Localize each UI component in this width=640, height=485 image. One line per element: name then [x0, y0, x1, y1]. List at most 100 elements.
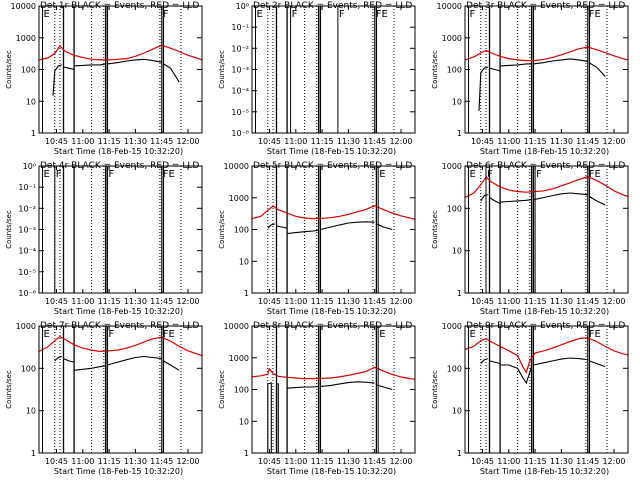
y-tick-label: 10 — [452, 97, 462, 106]
flag-label: F — [292, 9, 298, 20]
x-axis-label: Start Time (18-Feb-15 10:32:20) — [54, 147, 183, 156]
x-tick-label: 12:00 — [389, 457, 412, 466]
x-tick-label: 12:00 — [176, 297, 199, 306]
x-tick-label: 11:00 — [497, 137, 520, 146]
y-tick-label: 1000 — [442, 162, 462, 171]
x-axis-label: Start Time (18-Feb-15 10:32:20) — [54, 307, 183, 316]
y-tick-label: 10⁻⁴ — [231, 87, 249, 96]
x-tick-label: 10:45 — [45, 297, 68, 306]
y-tick-label: 100 — [234, 386, 249, 395]
flag-label: E — [470, 169, 476, 180]
x-tick-label: 11:15 — [311, 137, 334, 146]
events-series-line — [267, 382, 272, 453]
x-tick-label: 11:45 — [363, 297, 386, 306]
x-tick-label: 11:30 — [337, 137, 360, 146]
events-series-line — [163, 360, 180, 371]
y-tick-label: 10000 — [11, 2, 36, 11]
y-tick-label: 10⁻³ — [231, 66, 249, 75]
y-tick-label: 1000 — [442, 34, 462, 43]
x-tick-label: 11:30 — [337, 457, 360, 466]
x-tick-label: 11:00 — [284, 297, 307, 306]
events-series-line — [275, 383, 279, 453]
y-tick-label: 10⁻⁶ — [18, 289, 36, 298]
y-tick-label: 10 — [26, 97, 36, 106]
y-tick-label: 10⁻¹ — [18, 183, 36, 192]
y-tick-label: 1 — [31, 449, 36, 458]
lld-series-line — [251, 366, 416, 380]
plot-title: Det 8r BLACK = Events, RED = LLD — [253, 321, 412, 331]
flag-label: F — [536, 169, 542, 180]
y-axis-label: Counts/sec — [431, 370, 439, 409]
y-axis-label: Counts/sec — [5, 210, 13, 249]
y-tick-label: 1000 — [229, 354, 249, 363]
flag-label: F — [56, 169, 62, 180]
flag-label: F — [108, 169, 114, 180]
events-series-line — [489, 360, 501, 365]
y-axis-label: Counts/sec — [218, 50, 226, 89]
events-series-line — [287, 229, 319, 235]
y-tick-label: 10000 — [224, 322, 249, 331]
plot-title: Det 6r BLACK = Events, RED = LLD — [466, 161, 625, 171]
flag-label: E — [257, 9, 263, 20]
y-tick-label: 100 — [21, 66, 36, 75]
y-tick-label: 1 — [31, 129, 36, 138]
y-tick-label: 10 — [452, 407, 462, 416]
y-tick-label: 1 — [457, 129, 462, 138]
x-tick-label: 11:15 — [98, 137, 121, 146]
x-tick-label: 11:30 — [124, 297, 147, 306]
y-tick-label: 10 — [239, 257, 249, 266]
events-series-line — [74, 365, 106, 371]
y-tick-label: 10⁻⁵ — [18, 268, 36, 277]
flag-label: E — [470, 329, 476, 340]
y-tick-label: 100 — [447, 66, 462, 75]
events-series-line — [74, 63, 106, 67]
y-axis-label: Counts/sec — [5, 370, 13, 409]
flag-label: F — [487, 169, 493, 180]
events-series-line — [63, 358, 75, 363]
events-series-line — [480, 358, 488, 364]
y-tick-label: 100 — [447, 204, 462, 213]
events-series-line — [376, 223, 393, 231]
events-series-line — [287, 385, 319, 389]
y-tick-label: 10000 — [437, 2, 462, 11]
x-tick-label: 10:45 — [258, 137, 281, 146]
x-tick-label: 10:45 — [45, 137, 68, 146]
x-tick-label: 11:15 — [524, 297, 547, 306]
lld-series-line — [464, 337, 629, 374]
flag-label: FE — [376, 9, 388, 20]
flag-label: E — [44, 329, 50, 340]
x-tick-label: 12:00 — [389, 297, 412, 306]
y-tick-label: 1000 — [16, 34, 36, 43]
x-tick-label: 12:00 — [389, 137, 412, 146]
x-axis-label: Start Time (18-Feb-15 10:32:20) — [480, 307, 609, 316]
x-tick-label: 11:15 — [98, 457, 121, 466]
y-axis-label: Counts/sec — [431, 50, 439, 89]
flag-label: FE — [163, 169, 175, 180]
y-tick-label: 100 — [234, 226, 249, 235]
lld-series-line — [464, 46, 629, 62]
events-series-line — [320, 221, 375, 231]
events-series-line — [589, 360, 606, 368]
flag-label: FE — [589, 169, 601, 180]
plot-title: Det 7r BLACK = Events, RED = LLD — [40, 321, 199, 331]
plot-title: Det 9r BLACK = Events, RED = LLD — [466, 321, 625, 331]
plot-panel-9: E FE 10:45 11:00 11:15 11:30 11:45 12:00 1 10 100 1… — [431, 321, 629, 476]
x-tick-label: 11:15 — [524, 457, 547, 466]
plot-panel-8: E 10:45 11:00 11:15 11:30 11:45 12:00 1 10 100 100… — [218, 321, 416, 476]
y-axis-label: Counts/sec — [431, 210, 439, 249]
y-tick-label: 1000 — [16, 322, 36, 331]
flag-label: FE — [589, 329, 601, 340]
events-series-line — [533, 192, 588, 201]
y-tick-label: 10⁻⁴ — [18, 247, 36, 256]
x-tick-label: 11:00 — [71, 137, 94, 146]
plot-title: Det 2r BLACK = Events, RED = LLD — [253, 1, 412, 11]
flag-label: E — [44, 9, 50, 20]
events-series-line — [267, 223, 275, 229]
plot-panel-2: E F F FE 10:45 11:00 11:15 11:30 11:45 12:00 10⁻⁶ 1… — [218, 1, 416, 156]
x-tick-label: 11:45 — [150, 457, 173, 466]
x-axis-label: Start Time (18-Feb-15 10:32:20) — [54, 467, 183, 476]
x-tick-label: 11:30 — [550, 297, 573, 306]
x-tick-label: 10:45 — [471, 457, 494, 466]
